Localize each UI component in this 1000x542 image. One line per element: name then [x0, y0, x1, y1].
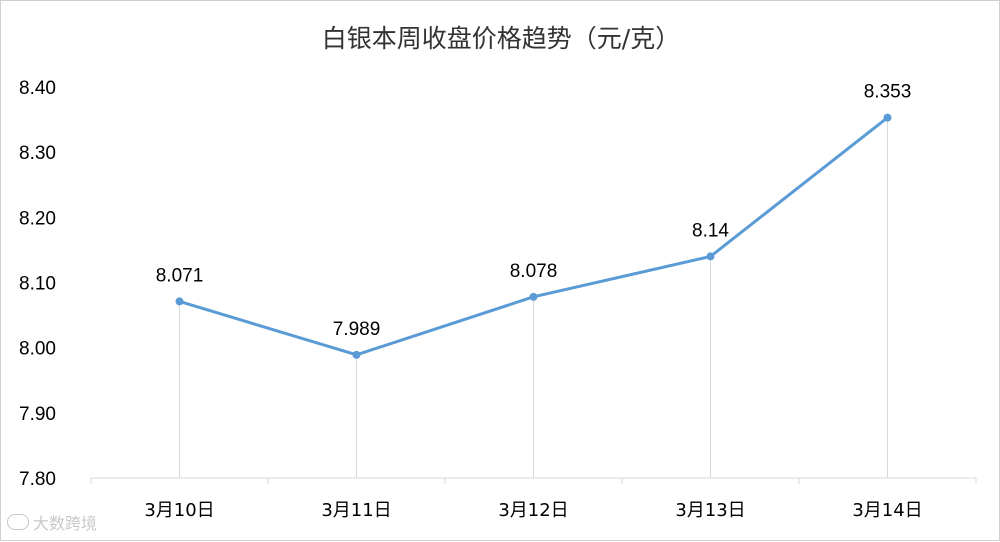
chart-title: 白银本周收盘价格趋势（元/克）	[321, 24, 681, 53]
data-point	[175, 297, 184, 306]
x-tick-label: 3月12日	[498, 500, 568, 521]
x-tick-label: 3月13日	[675, 500, 745, 521]
x-tick-label: 3月14日	[852, 500, 922, 521]
data-label: 8.14	[692, 220, 729, 241]
data-label: 7.989	[333, 319, 381, 340]
data-point	[352, 350, 361, 359]
y-tick-label: 8.00	[19, 339, 56, 360]
y-tick-label: 8.20	[19, 208, 56, 229]
x-tick-label: 3月11日	[321, 500, 391, 521]
data-label: 8.071	[156, 265, 204, 286]
y-tick-label: 8.40	[19, 78, 56, 99]
y-tick-label: 7.80	[19, 469, 56, 490]
data-point	[883, 113, 892, 122]
y-tick-label: 8.30	[19, 143, 56, 164]
watermark-logo-icon	[7, 514, 29, 530]
x-tick-label: 3月10日	[144, 500, 214, 521]
data-point	[529, 292, 538, 301]
data-point	[706, 252, 715, 261]
y-tick-label: 7.90	[19, 404, 56, 425]
watermark-text: 大数跨境	[33, 514, 98, 533]
y-tick-label: 8.10	[19, 274, 56, 295]
watermark: 大数跨境	[7, 510, 97, 534]
data-label: 8.353	[864, 82, 912, 103]
data-label: 8.078	[510, 261, 558, 282]
